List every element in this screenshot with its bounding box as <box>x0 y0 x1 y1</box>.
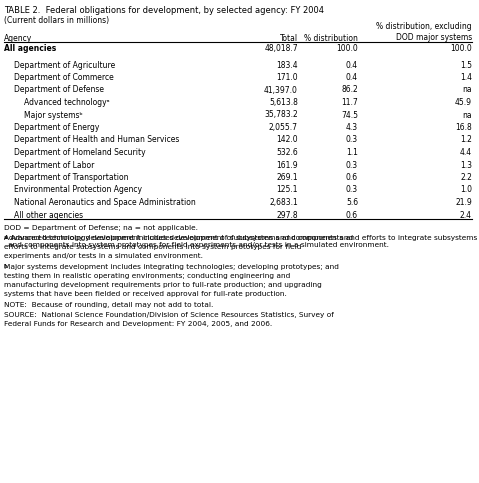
Text: 35,783.2: 35,783.2 <box>264 111 298 119</box>
Text: 4.3: 4.3 <box>346 123 358 132</box>
Text: DOD = Department of Defense; na = not applicable.: DOD = Department of Defense; na = not ap… <box>4 225 198 231</box>
Text: NOTE:  Because of rounding, detail may not add to total.: NOTE: Because of rounding, detail may no… <box>4 302 213 308</box>
Text: Major systems development includes integrating technologies; developing prototyp: Major systems development includes integ… <box>4 264 339 270</box>
Text: Total: Total <box>280 34 298 43</box>
Text: 0.4: 0.4 <box>346 60 358 70</box>
Text: Federal Funds for Research and Development: FY 2004, 2005, and 2006.: Federal Funds for Research and Developme… <box>4 321 272 327</box>
Text: 125.1: 125.1 <box>276 185 298 195</box>
Text: Department of Commerce: Department of Commerce <box>14 73 114 82</box>
Text: 2,683.1: 2,683.1 <box>269 198 298 207</box>
Text: Advanced technologyᵃ: Advanced technologyᵃ <box>24 98 110 107</box>
Text: Department of Energy: Department of Energy <box>14 123 99 132</box>
Text: 5.6: 5.6 <box>346 198 358 207</box>
Text: 0.6: 0.6 <box>346 173 358 182</box>
Text: a: a <box>4 235 8 240</box>
Text: 16.8: 16.8 <box>455 123 472 132</box>
Text: 1.0: 1.0 <box>460 185 472 195</box>
Text: Department of Health and Human Services: Department of Health and Human Services <box>14 136 179 144</box>
Text: efforts to integrate subsystems and components into system prototypes for field: efforts to integrate subsystems and comp… <box>4 244 301 250</box>
Text: 2.4: 2.4 <box>460 211 472 219</box>
Text: 41,397.0: 41,397.0 <box>264 85 298 95</box>
Text: 45.9: 45.9 <box>455 98 472 107</box>
Text: 0.3: 0.3 <box>346 185 358 195</box>
Text: Department of Defense: Department of Defense <box>14 85 104 95</box>
Text: systems that have been fielded or received approval for full-rate production.: systems that have been fielded or receiv… <box>4 291 287 297</box>
Text: testing them in realistic operating environments; conducting engineering and: testing them in realistic operating envi… <box>4 273 290 279</box>
Text: Advanced technology development includes development of subsystems and component: Advanced technology development includes… <box>4 235 353 241</box>
Text: Department of Transportation: Department of Transportation <box>14 173 128 182</box>
Text: Advanced technology development includes development of subsystems and component: Advanced technology development includes… <box>8 235 477 248</box>
Text: 1.3: 1.3 <box>460 160 472 170</box>
Text: na: na <box>462 111 472 119</box>
Text: Major systemsᵇ: Major systemsᵇ <box>24 111 83 119</box>
Text: Department of Labor: Department of Labor <box>14 160 94 170</box>
Text: 171.0: 171.0 <box>276 73 298 82</box>
Text: 86.2: 86.2 <box>341 85 358 95</box>
Text: 269.1: 269.1 <box>276 173 298 182</box>
Text: National Aeronautics and Space Administration: National Aeronautics and Space Administr… <box>14 198 196 207</box>
Text: 142.0: 142.0 <box>276 136 298 144</box>
Text: manufacturing development requirements prior to full-rate production; and upgrad: manufacturing development requirements p… <box>4 282 322 288</box>
Text: Department of Agriculture: Department of Agriculture <box>14 60 115 70</box>
Text: 1.2: 1.2 <box>460 136 472 144</box>
Text: na: na <box>462 85 472 95</box>
Text: 48,018.7: 48,018.7 <box>264 44 298 53</box>
Text: 1.5: 1.5 <box>460 60 472 70</box>
Text: 0.6: 0.6 <box>346 211 358 219</box>
Text: Environmental Protection Agency: Environmental Protection Agency <box>14 185 142 195</box>
Text: 21.9: 21.9 <box>455 198 472 207</box>
Text: 5,613.8: 5,613.8 <box>269 98 298 107</box>
Text: 2.2: 2.2 <box>460 173 472 182</box>
Text: SOURCE:  National Science Foundation/Division of Science Resources Statistics, S: SOURCE: National Science Foundation/Divi… <box>4 312 334 318</box>
Text: 0.4: 0.4 <box>346 73 358 82</box>
Text: 161.9: 161.9 <box>276 160 298 170</box>
Text: 532.6: 532.6 <box>276 148 298 157</box>
Text: 0.3: 0.3 <box>346 160 358 170</box>
Text: b: b <box>4 264 8 269</box>
Text: 74.5: 74.5 <box>341 111 358 119</box>
Text: 11.7: 11.7 <box>341 98 358 107</box>
Text: % distribution: % distribution <box>304 34 358 43</box>
Text: (Current dollars in millions): (Current dollars in millions) <box>4 16 109 25</box>
Text: Department of Homeland Security: Department of Homeland Security <box>14 148 146 157</box>
Text: 297.8: 297.8 <box>276 211 298 219</box>
Text: 1.1: 1.1 <box>346 148 358 157</box>
Text: 4.4: 4.4 <box>460 148 472 157</box>
Text: 100.0: 100.0 <box>336 44 358 53</box>
Text: 1.4: 1.4 <box>460 73 472 82</box>
Text: 2,055.7: 2,055.7 <box>269 123 298 132</box>
Text: All other agencies: All other agencies <box>14 211 83 219</box>
Text: a: a <box>4 235 8 240</box>
Text: experiments and/or tests in a simulated environment.: experiments and/or tests in a simulated … <box>4 253 203 259</box>
Text: TABLE 2.  Federal obligations for development, by selected agency: FY 2004: TABLE 2. Federal obligations for develop… <box>4 6 324 15</box>
Text: % distribution, excluding
DOD major systems: % distribution, excluding DOD major syst… <box>376 22 472 43</box>
Text: Agency: Agency <box>4 34 32 43</box>
Text: 0.3: 0.3 <box>346 136 358 144</box>
Text: All agencies: All agencies <box>4 44 56 53</box>
Text: 100.0: 100.0 <box>450 44 472 53</box>
Text: 183.4: 183.4 <box>276 60 298 70</box>
